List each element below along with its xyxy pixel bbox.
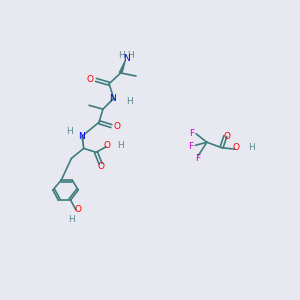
Text: O: O [87,75,94,84]
Text: O: O [103,141,110,150]
Text: F: F [188,142,193,151]
Text: H: H [66,127,72,136]
Text: H: H [127,51,134,60]
Text: O: O [75,205,82,214]
Text: F: F [195,154,200,163]
Text: H: H [118,141,124,150]
Text: H: H [118,51,125,60]
Text: F: F [189,128,194,137]
Text: H: H [68,215,75,224]
Text: H: H [126,97,133,106]
Text: N: N [110,94,116,103]
Text: H: H [248,143,254,152]
Text: O: O [114,122,121,130]
Text: N: N [123,54,129,63]
Text: O: O [224,132,230,141]
Text: O: O [232,143,240,152]
Polygon shape [119,61,125,74]
Text: N: N [78,132,85,141]
Text: O: O [97,162,104,171]
